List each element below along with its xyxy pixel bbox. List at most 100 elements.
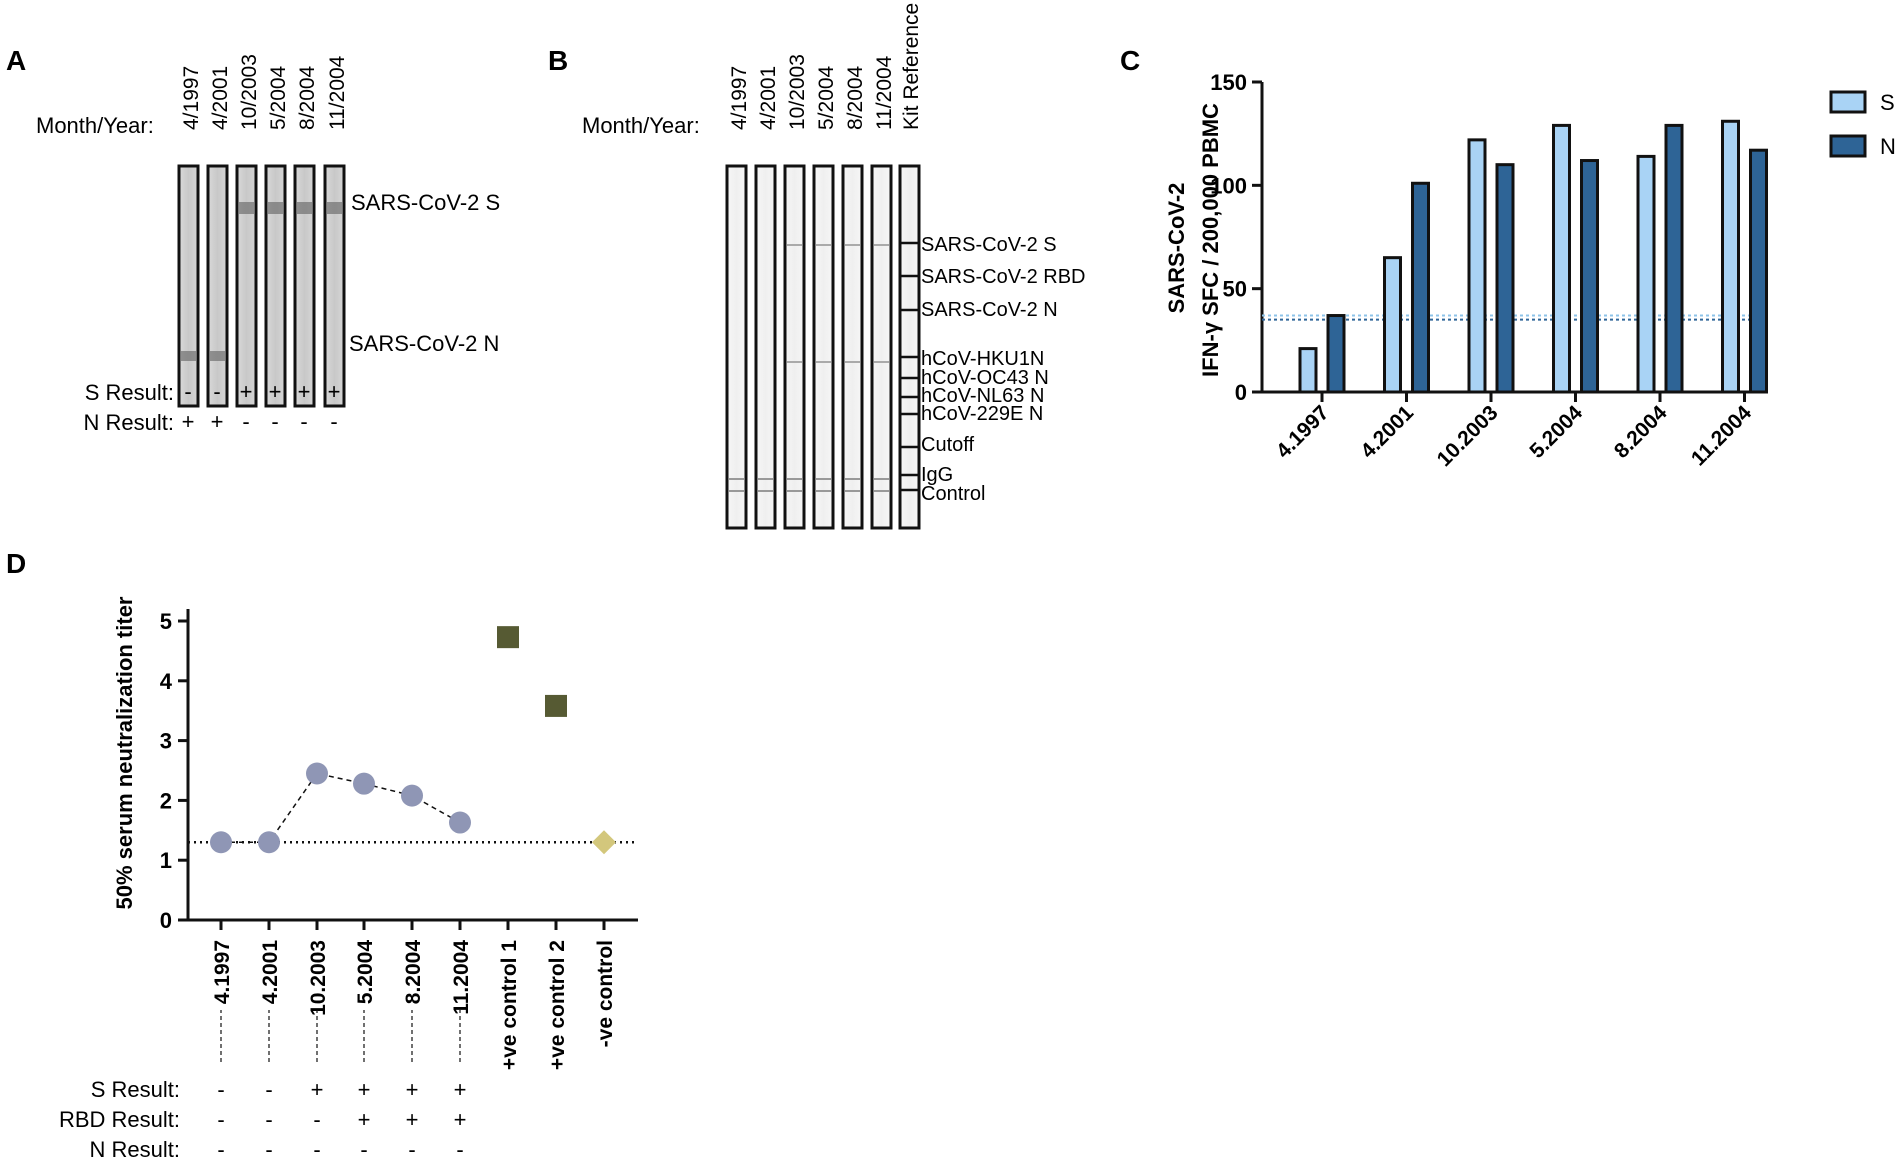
panel-b: B Month/Year: 4/1997 4/2001 10/2003 5/2004 8… xyxy=(548,3,1086,530)
panel-b-band-labels: SARS-CoV-2 S SARS-CoV-2 RBD SARS-CoV-2 N hC… xyxy=(900,234,1086,505)
panel-d-s-result: + xyxy=(311,1077,324,1102)
panel-d-y-tick-label: 3 xyxy=(160,729,172,754)
panel-b-test-line xyxy=(845,361,860,363)
panel-b-band-label: SARS-CoV-2 RBD xyxy=(921,266,1086,288)
panel-a-n-result: - xyxy=(330,409,337,434)
panel-b-test-line xyxy=(787,361,802,363)
panel-d-s-result: - xyxy=(265,1077,272,1102)
panel-b-test-line xyxy=(787,244,802,246)
panel-a-strip xyxy=(177,164,200,408)
panel-d-x-tick-label: 10.2003 xyxy=(307,940,330,1016)
panel-d-x-tick-label: -ve control xyxy=(594,940,617,1047)
panel-c: C SARS-CoV-2 IFN-γ SFC / 200,000 PBMC 0 5… xyxy=(1120,45,1896,471)
panel-c-bar-n xyxy=(1411,181,1430,394)
panel-c-legend-label-n: N xyxy=(1880,134,1896,159)
panel-d-rbd-result: - xyxy=(265,1107,272,1132)
panel-c-letter: C xyxy=(1120,45,1140,76)
panel-d-sample-point xyxy=(306,762,328,785)
panel-d-rbd-result: + xyxy=(358,1107,371,1132)
panel-b-date-labels: 4/1997 4/2001 10/2003 5/2004 8/2004 11/2004 Ki… xyxy=(728,3,923,130)
panel-b-strip xyxy=(870,164,893,530)
panel-c-y-tick-label: 0 xyxy=(1235,380,1247,405)
panel-a-s-result: - xyxy=(184,379,191,404)
panel-b-strip xyxy=(725,164,748,530)
panel-b-date-label: 8/2004 xyxy=(844,65,867,130)
panel-c-y-tick-label: 50 xyxy=(1223,277,1247,302)
panel-a-strip xyxy=(293,164,316,408)
panel-c-y-tick-label: 100 xyxy=(1210,173,1247,198)
panel-c-chart: 0 50 100 150 4.1997 4.2001 10.2003 5.2004 8.2004… xyxy=(1210,70,1896,471)
panel-b-date-label: 10/2003 xyxy=(786,54,809,130)
panel-a-n-result-label: N Result: xyxy=(84,410,174,435)
panel-c-bar-s xyxy=(1552,123,1571,394)
panel-b-strip xyxy=(812,164,835,530)
panel-b-kit-reference-label: Kit Reference xyxy=(900,3,923,130)
panel-c-ylabel-line1: SARS-CoV-2 xyxy=(1164,183,1189,314)
panel-a-date-labels: 4/1997 4/2001 10/2003 5/2004 8/2004 11/2004 xyxy=(180,54,349,130)
panel-d-y-tick-label: 5 xyxy=(160,609,172,634)
panel-d-sample-point xyxy=(353,772,375,795)
panel-a-letter: A xyxy=(6,45,26,76)
panel-b-band-label: hCoV-OC43 N xyxy=(921,367,1049,389)
panel-b-band-label: Control xyxy=(921,483,985,505)
panel-d-y-tick-label: 1 xyxy=(160,848,172,873)
panel-d-s-result-label: S Result: xyxy=(91,1077,180,1102)
panel-b-strip xyxy=(783,164,806,530)
panel-c-x-tick-label: 4.2001 xyxy=(1356,401,1418,463)
panel-b-test-line xyxy=(845,244,860,246)
panel-b-control-line xyxy=(845,478,860,480)
panel-d-sample-point xyxy=(210,831,232,854)
panel-b-date-label: 4/2001 xyxy=(757,66,780,130)
panel-d-letter: D xyxy=(6,548,26,579)
panel-c-bar-n xyxy=(1749,148,1768,394)
panel-b-date-label: 4/1997 xyxy=(728,66,751,130)
panel-b-strips xyxy=(725,164,921,530)
panel-b-test-line xyxy=(816,361,831,363)
panel-b-band-label: SARS-CoV-2 N xyxy=(921,299,1058,321)
panel-c-x-tick-label: 5.2004 xyxy=(1525,401,1587,463)
panel-c-bar-s xyxy=(1383,256,1402,394)
panel-a-strips xyxy=(177,164,346,408)
panel-d-n-result: - xyxy=(456,1137,463,1162)
panel-b-band-label: SARS-CoV-2 S xyxy=(921,234,1057,256)
panel-c-legend-label-s: S xyxy=(1880,90,1895,115)
panel-b-test-line xyxy=(874,361,889,363)
panel-d-x-tick-label: 4.2001 xyxy=(259,940,282,1005)
panel-c-bar-n xyxy=(1495,163,1515,394)
panel-d-s-result: + xyxy=(454,1077,467,1102)
panel-a-strip xyxy=(206,164,229,408)
panel-d-positive-control-point xyxy=(545,694,567,717)
panel-a-s-result: - xyxy=(213,379,220,404)
panel-c-bar-s xyxy=(1636,154,1656,394)
panel-d-x-tick-label: 5.2004 xyxy=(354,940,377,1005)
panel-c-bar-n xyxy=(1664,123,1684,394)
panel-a-n-result: - xyxy=(300,409,307,434)
panel-b-control-line xyxy=(758,478,773,480)
panel-d-x-tick-label: +ve control 1 xyxy=(498,940,521,1070)
panel-b-control-line xyxy=(816,490,831,492)
panel-a-month-year-label: Month/Year: xyxy=(36,113,154,138)
panel-b-test-line xyxy=(816,244,831,246)
panel-d-n-result-label: N Result: xyxy=(90,1137,180,1162)
panel-b-control-line xyxy=(874,478,889,480)
panel-d-n-result: - xyxy=(313,1137,320,1162)
panel-b-band-label: hCoV-229E N xyxy=(921,403,1043,425)
panel-b-control-line xyxy=(729,478,744,480)
panel-b-control-line xyxy=(787,478,802,480)
panel-a-n-result: + xyxy=(182,409,195,434)
panel-a-date-label: 4/2001 xyxy=(209,66,232,130)
panel-d-rbd-result: - xyxy=(217,1107,224,1132)
panel-d-n-result: - xyxy=(408,1137,415,1162)
panel-c-y-tick-label: 150 xyxy=(1210,70,1247,95)
panel-d-rbd-result: + xyxy=(406,1107,419,1132)
panel-b-date-label: 5/2004 xyxy=(815,65,838,130)
panel-a-s-result: + xyxy=(240,379,253,404)
panel-d-sample-point xyxy=(258,831,280,854)
panel-a-strip xyxy=(323,164,346,408)
panel-a-n-result: + xyxy=(211,409,224,434)
panel-d-y-tick-label: 0 xyxy=(160,908,172,933)
panel-d-n-result: - xyxy=(265,1137,272,1162)
panel-d-result-rows: - - - - - - + - - + + - + + - + + - xyxy=(217,1077,466,1162)
panel-a-n-band xyxy=(210,351,225,361)
